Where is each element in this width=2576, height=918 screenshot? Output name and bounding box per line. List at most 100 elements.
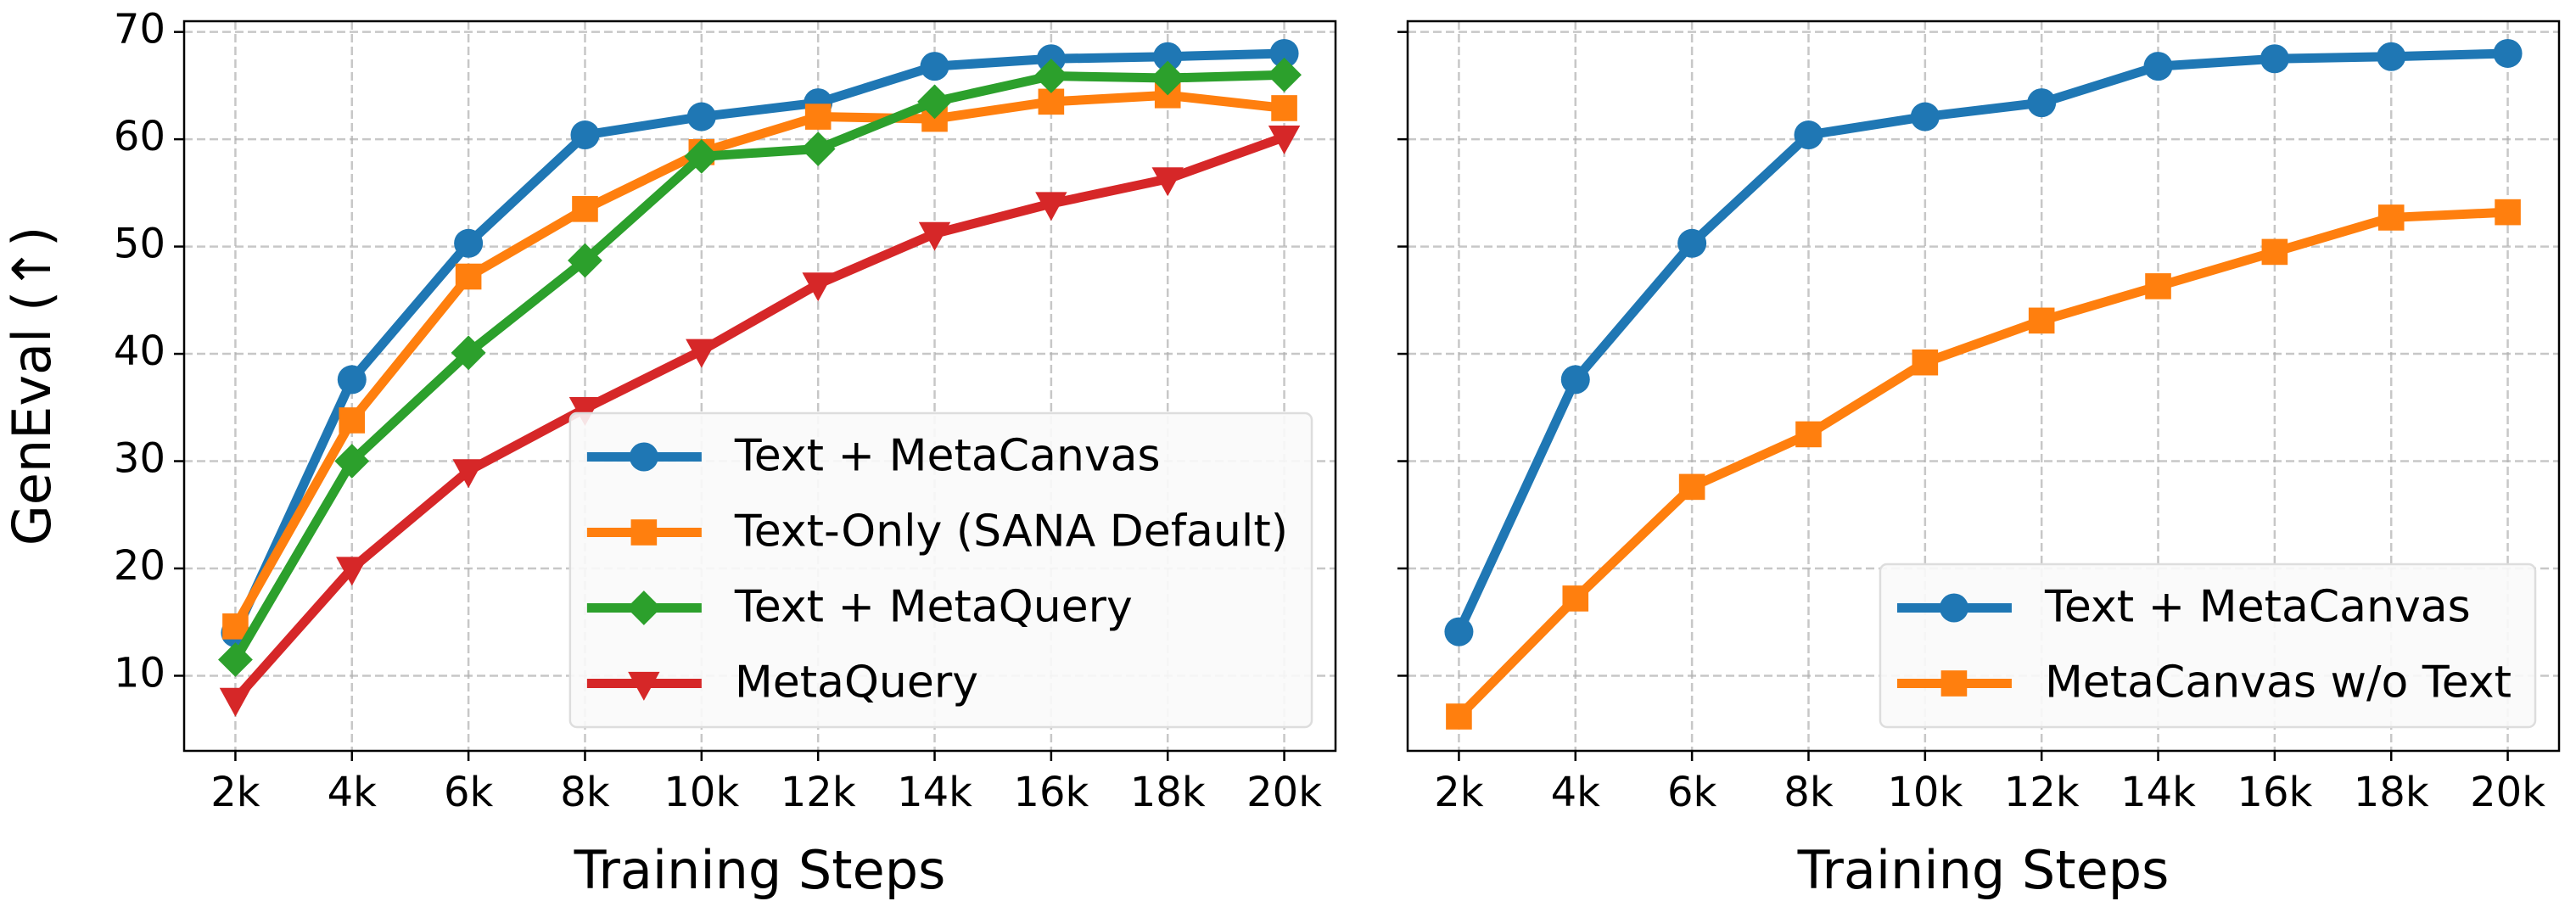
data-point <box>917 84 952 120</box>
data-point <box>1267 57 1302 92</box>
data-point <box>1678 473 1705 501</box>
x-tick-label: 16k <box>1013 769 1089 816</box>
data-point <box>451 335 486 371</box>
data-point <box>686 339 718 368</box>
legend-label: Text-Only (SANA Default) <box>734 507 1288 557</box>
data-point <box>568 396 602 426</box>
series-line <box>1455 207 2508 720</box>
x-tick-label: 18k <box>2354 769 2429 816</box>
x-tick-label: 18k <box>1130 769 1206 816</box>
data-point <box>339 407 366 434</box>
data-point <box>2493 38 2523 68</box>
y-tick-label: 20 <box>114 542 165 590</box>
plot-frame <box>182 20 1337 753</box>
data-point <box>1795 421 1822 448</box>
data-point <box>1035 192 1067 221</box>
plot-frame <box>1406 20 2561 753</box>
data-point <box>1268 125 1301 154</box>
data-point <box>1151 167 1184 197</box>
data-point <box>918 221 951 251</box>
x-tick-label: 8k <box>560 769 610 816</box>
x-axis-label: Training Steps <box>574 839 946 901</box>
data-point <box>568 243 602 278</box>
data-point <box>452 459 484 489</box>
data-point <box>2028 307 2055 334</box>
x-tick-label: 16k <box>2237 769 2312 816</box>
x-tick-label: 20k <box>1246 769 1322 816</box>
data-point <box>218 642 253 677</box>
series-line <box>232 132 1286 702</box>
data-point <box>2495 199 2521 226</box>
data-point <box>2377 204 2405 231</box>
data-point <box>1271 95 1297 121</box>
data-point <box>804 104 832 130</box>
x-tick-label: 10k <box>664 769 739 816</box>
data-point <box>920 52 949 81</box>
data-point <box>1912 349 1939 376</box>
data-point <box>684 138 720 174</box>
data-point <box>1269 38 1299 68</box>
data-point <box>802 272 834 302</box>
legend-marker <box>1940 670 1968 697</box>
legend-marker <box>628 671 660 701</box>
x-tick-label: 12k <box>781 769 856 816</box>
y-tick-label: 10 <box>114 649 165 697</box>
data-point <box>454 228 484 258</box>
data-point <box>572 196 598 222</box>
data-point <box>2143 52 2173 81</box>
data-point <box>1444 617 1474 647</box>
data-point <box>570 120 600 150</box>
data-point <box>455 263 482 290</box>
data-point <box>337 365 367 395</box>
data-point <box>2260 44 2289 74</box>
data-point <box>2261 238 2288 266</box>
data-point <box>686 102 716 132</box>
data-point <box>1562 585 1589 612</box>
series-line <box>231 48 1285 635</box>
data-point <box>1677 228 1707 258</box>
legend-label: Text + MetaQuery <box>734 582 1133 633</box>
legend-label: Text + MetaCanvas <box>734 431 1161 482</box>
x-tick-label: 6k <box>444 769 494 816</box>
data-point <box>1033 59 1069 93</box>
series-line <box>231 90 1285 630</box>
data-point <box>1446 703 1472 730</box>
data-point <box>1794 120 1823 150</box>
data-point <box>334 444 370 479</box>
series-line <box>1454 48 2508 634</box>
x-tick-label: 2k <box>210 769 260 816</box>
data-point <box>1153 42 1183 71</box>
data-point <box>2027 88 2057 118</box>
data-point <box>800 132 836 166</box>
data-point <box>1150 60 1185 96</box>
legend-marker <box>626 591 662 625</box>
legend-marker <box>1939 593 1968 623</box>
legend-label: Text + MetaCanvas <box>2044 582 2471 633</box>
y-tick-label: 50 <box>114 221 165 268</box>
x-tick-label: 2k <box>1434 769 1484 816</box>
legend-marker <box>629 442 658 472</box>
y-tick-label: 40 <box>114 327 165 375</box>
legend-marker <box>630 519 658 546</box>
series-line <box>231 70 1285 663</box>
x-tick-label: 14k <box>897 769 972 816</box>
x-tick-label: 8k <box>1784 769 1834 816</box>
legend-box <box>568 411 1313 729</box>
data-point <box>2377 42 2406 71</box>
y-tick-label: 60 <box>114 113 165 160</box>
x-tick-label: 4k <box>328 769 378 816</box>
x-tick-label: 10k <box>1887 769 1963 816</box>
data-point <box>336 557 368 586</box>
y-tick-label: 70 <box>114 6 165 53</box>
x-tick-label: 20k <box>2470 769 2545 816</box>
legend-box <box>1879 563 2537 729</box>
x-axis-label: Training Steps <box>1797 839 2170 901</box>
legend-label: MetaCanvas w/o Text <box>2045 658 2512 708</box>
x-tick-label: 4k <box>1551 769 1601 816</box>
x-tick-label: 6k <box>1667 769 1717 816</box>
x-tick-label: 14k <box>2120 769 2196 816</box>
y-tick-label: 30 <box>114 435 165 483</box>
data-point <box>2145 273 2171 299</box>
data-point <box>1560 365 1590 395</box>
